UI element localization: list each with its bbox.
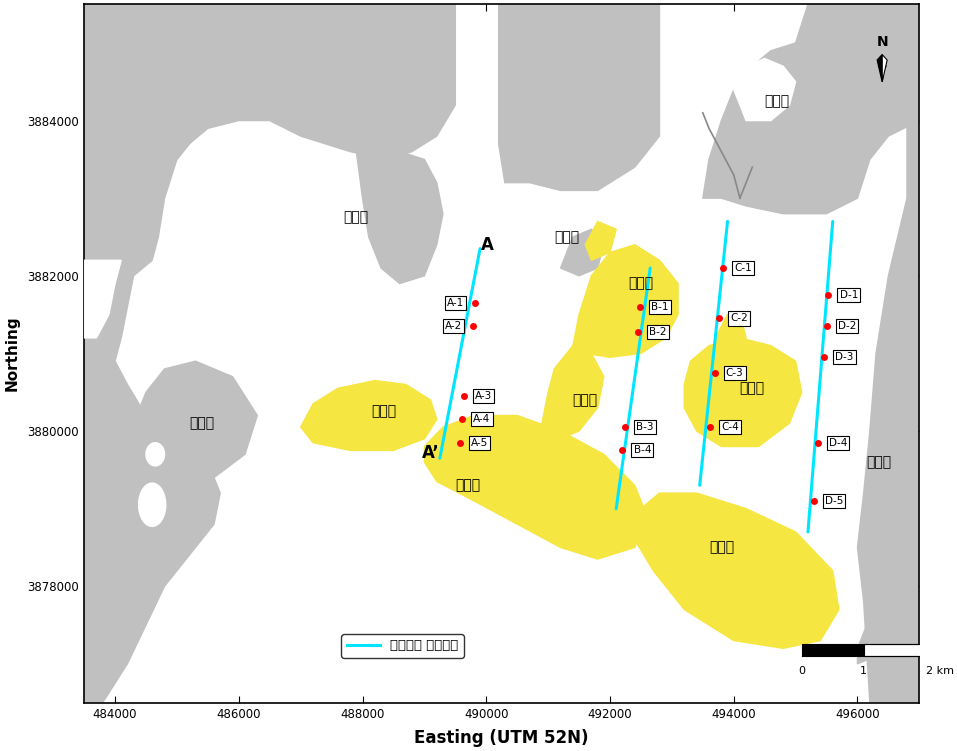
X-axis label: Easting (UTM 52N): Easting (UTM 52N) xyxy=(414,728,589,746)
Text: D-3: D-3 xyxy=(835,352,854,362)
Text: A-4: A-4 xyxy=(474,415,491,424)
Text: A-2: A-2 xyxy=(445,321,462,331)
Polygon shape xyxy=(356,152,443,284)
Polygon shape xyxy=(715,315,746,345)
Text: B-1: B-1 xyxy=(652,302,669,312)
Text: B-2: B-2 xyxy=(649,327,666,336)
Polygon shape xyxy=(84,5,456,159)
Text: 신자도: 신자도 xyxy=(456,478,480,493)
Polygon shape xyxy=(542,345,604,439)
Text: 장자도: 장자도 xyxy=(572,393,598,407)
Polygon shape xyxy=(84,261,122,338)
Polygon shape xyxy=(870,547,920,703)
Polygon shape xyxy=(84,5,251,703)
Text: D-4: D-4 xyxy=(829,438,847,448)
Text: C-3: C-3 xyxy=(725,368,744,378)
Text: 진우도: 진우도 xyxy=(371,405,397,418)
Text: A-3: A-3 xyxy=(475,391,492,401)
Polygon shape xyxy=(146,442,165,466)
Polygon shape xyxy=(134,361,257,485)
Text: 1: 1 xyxy=(860,666,867,676)
Text: 신호동: 신호동 xyxy=(344,210,368,225)
Text: N: N xyxy=(877,35,888,49)
Text: C-2: C-2 xyxy=(730,313,747,324)
Text: 2 km: 2 km xyxy=(925,666,953,676)
Polygon shape xyxy=(561,229,604,276)
Text: B-3: B-3 xyxy=(636,422,654,432)
Legend: 해저지형 조사측선: 해저지형 조사측선 xyxy=(342,634,463,658)
Text: 대마등: 대마등 xyxy=(629,276,654,291)
Polygon shape xyxy=(424,415,647,559)
Polygon shape xyxy=(300,381,436,451)
Polygon shape xyxy=(586,222,616,261)
Text: D-2: D-2 xyxy=(837,321,857,331)
Polygon shape xyxy=(857,5,920,703)
Text: 백합등: 백합등 xyxy=(740,382,765,395)
Text: 0: 0 xyxy=(798,666,805,676)
Polygon shape xyxy=(573,245,679,357)
Polygon shape xyxy=(139,483,166,526)
Polygon shape xyxy=(857,617,882,664)
Text: D-5: D-5 xyxy=(825,496,843,506)
Polygon shape xyxy=(684,338,802,447)
Text: 을숙도: 을숙도 xyxy=(765,94,790,108)
Text: A: A xyxy=(481,236,494,254)
Y-axis label: Northing: Northing xyxy=(4,315,19,391)
Text: 명지동: 명지동 xyxy=(554,230,579,244)
Text: 다대동: 다대동 xyxy=(866,455,892,469)
Text: C-1: C-1 xyxy=(734,263,752,273)
Text: A-1: A-1 xyxy=(447,298,464,308)
Polygon shape xyxy=(882,55,887,82)
Text: 눈차도: 눈차도 xyxy=(189,416,214,430)
Text: A’: A’ xyxy=(422,444,439,462)
Polygon shape xyxy=(634,493,839,648)
Polygon shape xyxy=(734,59,795,121)
Text: 도요등: 도요등 xyxy=(709,541,734,554)
Text: A-5: A-5 xyxy=(471,438,488,448)
Polygon shape xyxy=(702,5,920,214)
Polygon shape xyxy=(878,55,882,82)
Polygon shape xyxy=(499,5,659,191)
Text: D-1: D-1 xyxy=(839,290,857,300)
Text: C-4: C-4 xyxy=(722,422,739,432)
Text: B-4: B-4 xyxy=(634,445,651,455)
Polygon shape xyxy=(548,404,567,431)
